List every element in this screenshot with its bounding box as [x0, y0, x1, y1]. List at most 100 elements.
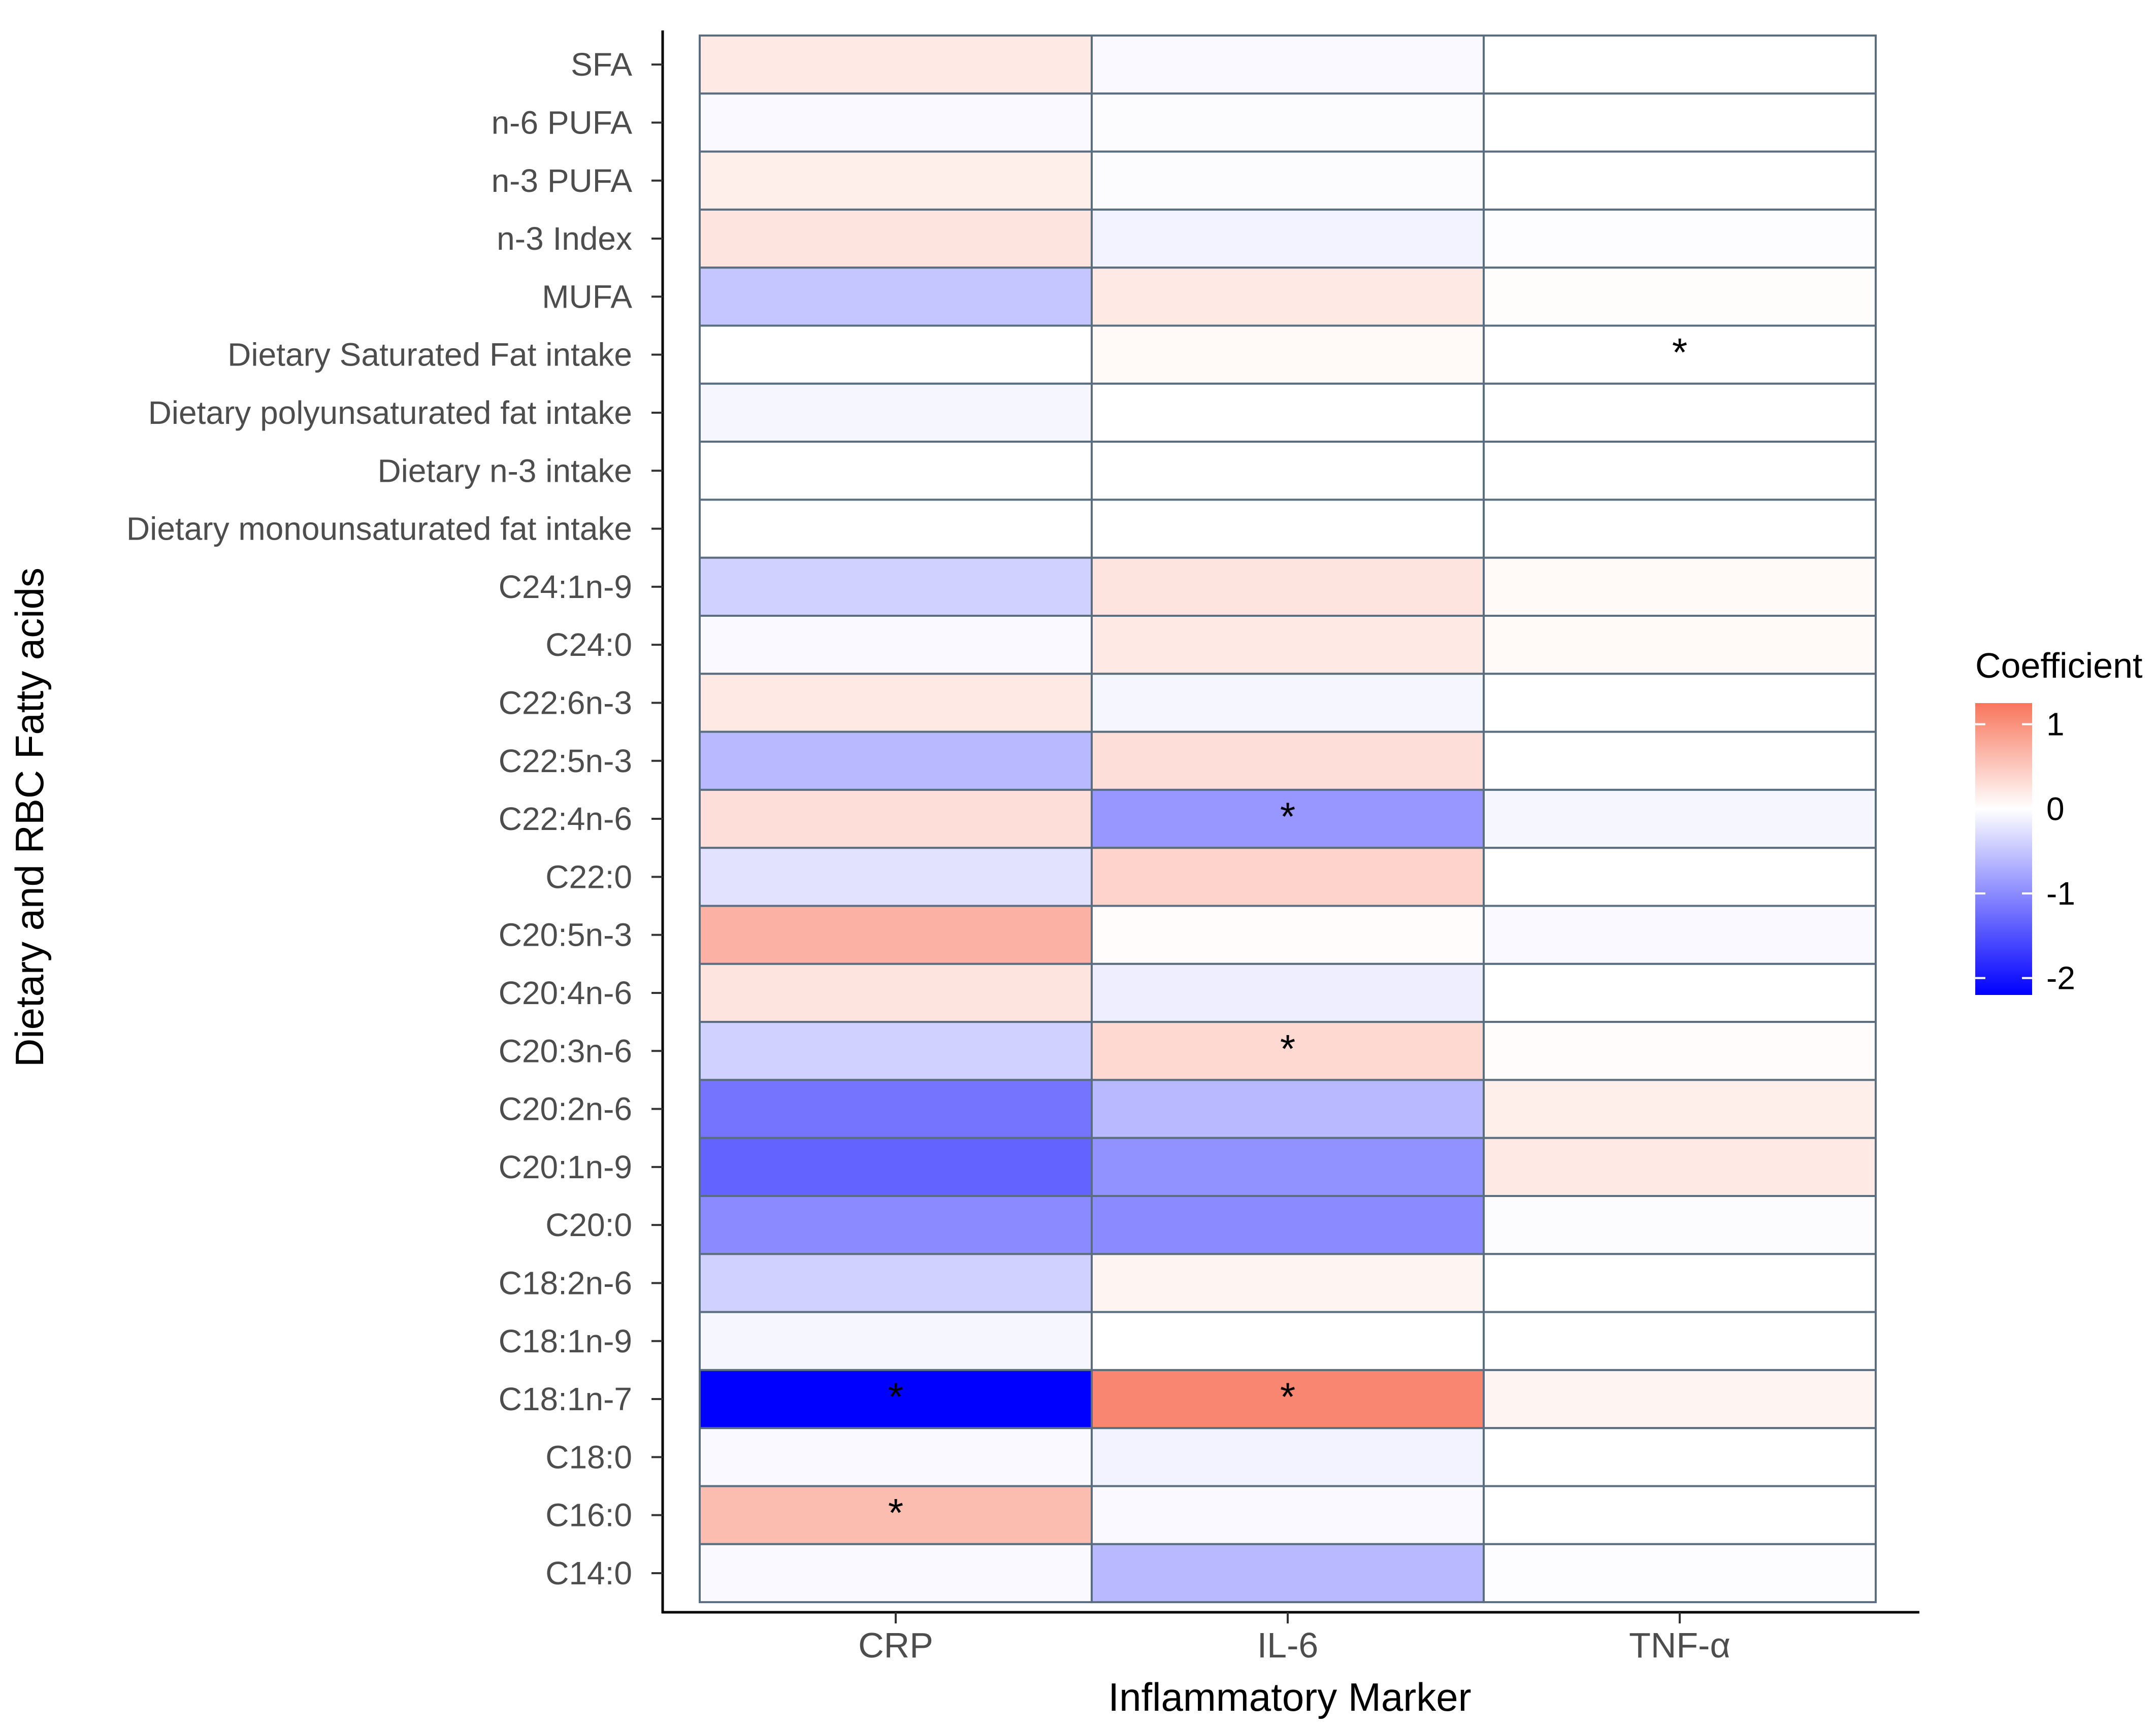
cell-c16-0-crp	[699, 1485, 1093, 1545]
color-legend: Coefficient 1 0 -1 -2	[1975, 646, 2142, 996]
y-tick-label-sfa: SFA	[571, 46, 632, 83]
significance-star-c20-3n-6-il-6: *	[1280, 1026, 1295, 1071]
cell-mufa-tnf	[1483, 267, 1877, 327]
y-tick-label-dietary-saturated-fat-intake: Dietary Saturated Fat intake	[227, 337, 632, 373]
cell-c22-6n-3-crp	[699, 673, 1093, 733]
cell-c22-4n-6-tnf	[1483, 788, 1877, 849]
cell-n-6-pufa-il-6	[1091, 92, 1485, 153]
cell-c18-1n-9-crp	[699, 1311, 1093, 1371]
cell-dietary-n-3-intake-tnf	[1483, 441, 1877, 501]
cell-c24-1n-9-tnf	[1483, 556, 1877, 617]
cell-c24-0-il-6	[1091, 615, 1485, 675]
cell-sfa-il-6	[1091, 35, 1485, 95]
cell-n-3-index-il-6	[1091, 208, 1485, 269]
y-tick-label-dietary-monounsaturated-fat-intake: Dietary monounsaturated fat intake	[126, 511, 632, 547]
y-tick-label-n-6-pufa: n-6 PUFA	[492, 104, 633, 141]
legend-ticks: 1 0 -1 -2	[1975, 706, 2075, 996]
y-tick-label-c24-0: C24:0	[545, 626, 632, 663]
cell-dietary-monounsaturated-fat-intake-tnf	[1483, 499, 1877, 559]
cell-mufa-crp	[699, 267, 1093, 327]
y-tick-label-c22-6n-3: C22:6n-3	[499, 684, 632, 721]
cell-c18-0-tnf	[1483, 1427, 1877, 1487]
y-tick-label-c22-4n-6: C22:4n-6	[499, 801, 632, 837]
x-axis-title: Inflammatory Marker	[1108, 1675, 1471, 1719]
y-tick-label-c20-3n-6: C20:3n-6	[499, 1033, 632, 1069]
cell-c18-2n-6-il-6	[1091, 1253, 1485, 1313]
cell-n-6-pufa-tnf	[1483, 92, 1877, 153]
cell-c24-0-tnf	[1483, 615, 1877, 675]
cell-c20-4n-6-crp	[699, 962, 1093, 1023]
y-axis-title: Dietary and RBC Fatty acids	[7, 568, 52, 1067]
y-tick-label-c14-0: C14:0	[545, 1555, 632, 1591]
x-tick-label-tnf: TNF-α	[1629, 1625, 1730, 1665]
y-tick-label-c20-5n-3: C20:5n-3	[499, 917, 632, 953]
x-tick-label-il-6: IL-6	[1257, 1625, 1319, 1665]
cell-dietary-polyunsaturated-fat-intake-crp	[699, 382, 1093, 443]
cell-c18-1n-7-tnf	[1483, 1369, 1877, 1430]
cell-sfa-crp	[699, 35, 1093, 95]
axes	[661, 30, 1919, 1614]
y-tick-label-c18-0: C18:0	[545, 1439, 632, 1475]
cell-n-6-pufa-crp	[699, 92, 1093, 153]
cell-c18-0-il-6	[1091, 1427, 1485, 1487]
cell-mufa-il-6	[1091, 267, 1485, 327]
cell-c20-1n-9-il-6	[1091, 1137, 1485, 1197]
cell-c20-4n-6-il-6	[1091, 962, 1485, 1023]
y-tick-label-c20-1n-9: C20:1n-9	[499, 1149, 632, 1185]
y-tick-label-c24-1n-9: C24:1n-9	[499, 569, 632, 605]
y-tick-label-dietary-polyunsaturated-fat-intake: Dietary polyunsaturated fat intake	[148, 394, 632, 431]
cell-c18-1n-7-crp	[699, 1369, 1093, 1430]
cell-c20-4n-6-tnf	[1483, 962, 1877, 1023]
cell-c16-0-il-6	[1091, 1485, 1485, 1545]
cell-n-3-pufa-tnf	[1483, 150, 1877, 211]
cell-c18-0-crp	[699, 1427, 1093, 1487]
legend-tick-label: 0	[2046, 790, 2065, 827]
cell-c20-5n-3-tnf	[1483, 905, 1877, 965]
cell-c16-0-tnf	[1483, 1485, 1877, 1545]
legend-tick-label: -2	[2046, 960, 2075, 996]
significance-star-c22-4n-6-il-6: *	[1280, 794, 1295, 839]
cell-c20-1n-9-crp	[699, 1137, 1093, 1197]
cell-dietary-saturated-fat-intake-crp	[699, 324, 1093, 385]
cell-c22-0-il-6	[1091, 847, 1485, 907]
cell-c20-5n-3-crp	[699, 905, 1093, 965]
cell-c14-0-tnf	[1483, 1543, 1877, 1604]
cell-c22-5n-3-il-6	[1091, 730, 1485, 791]
y-tick-label-mufa: MUFA	[542, 278, 632, 315]
significance-markers: * * * * * *	[888, 330, 1687, 1535]
y-tick-label-dietary-n-3-intake: Dietary n-3 intake	[377, 452, 632, 489]
cell-n-3-pufa-il-6	[1091, 150, 1485, 211]
legend-tick-label: 1	[2046, 706, 2065, 743]
cell-dietary-saturated-fat-intake-tnf	[1483, 324, 1877, 385]
cell-c22-4n-6-crp	[699, 788, 1093, 849]
y-tick-label-n-3-pufa: n-3 PUFA	[492, 162, 633, 199]
cell-sfa-tnf	[1483, 35, 1877, 95]
cell-c22-6n-3-il-6	[1091, 673, 1485, 733]
cell-c18-1n-9-tnf	[1483, 1311, 1877, 1371]
y-tick-labels: SFA n-6 PUFA n-3 PUFA n-3 Index MUFA Dietary …	[126, 46, 663, 1591]
y-tick-label-c20-2n-6: C20:2n-6	[499, 1091, 632, 1127]
x-tick-labels: CRP IL-6 TNF-α	[858, 1612, 1730, 1665]
x-tick-label-crp: CRP	[858, 1625, 933, 1665]
y-tick-label-c20-0: C20:0	[545, 1207, 632, 1243]
cell-c20-1n-9-tnf	[1483, 1137, 1877, 1197]
cell-dietary-monounsaturated-fat-intake-crp	[699, 499, 1093, 559]
cell-c22-0-crp	[699, 847, 1093, 907]
cell-c20-2n-6-tnf	[1483, 1079, 1877, 1139]
cell-dietary-n-3-intake-crp	[699, 441, 1093, 501]
cell-c22-6n-3-tnf	[1483, 673, 1877, 733]
cell-c22-5n-3-crp	[699, 730, 1093, 791]
cell-n-3-pufa-crp	[699, 150, 1093, 211]
cell-c18-2n-6-tnf	[1483, 1253, 1877, 1313]
cell-c20-3n-6-tnf	[1483, 1021, 1877, 1081]
cell-c18-2n-6-crp	[699, 1253, 1093, 1313]
cell-c20-5n-3-il-6	[1091, 905, 1485, 965]
cell-dietary-saturated-fat-intake-il-6	[1091, 324, 1485, 385]
legend-tick-label: -1	[2046, 875, 2075, 912]
legend-colorbar	[1975, 703, 2032, 995]
y-tick-label-c22-0: C22:0	[545, 858, 632, 895]
cell-c22-0-tnf	[1483, 847, 1877, 907]
significance-star-c18-1n-7-il-6: *	[1280, 1374, 1295, 1419]
cell-dietary-polyunsaturated-fat-intake-il-6	[1091, 382, 1485, 443]
